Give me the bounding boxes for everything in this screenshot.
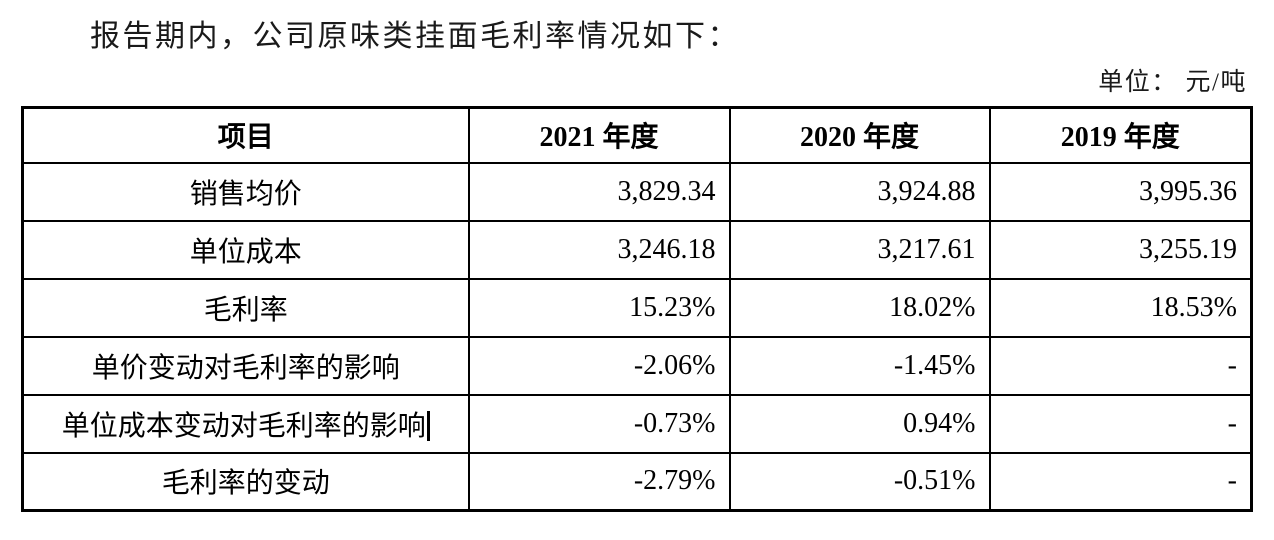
value-2019: - (988, 335, 1253, 396)
row-label: 毛利率的变动 (21, 451, 470, 512)
table-row-cost-impact: 单位成本变动对毛利率的影响 -0.73% 0.94% - (21, 393, 1253, 454)
value-2021: 3,829.34 (467, 161, 731, 222)
value-2020: 0.94% (728, 393, 991, 454)
value-2021: -2.79% (467, 451, 731, 512)
value-2021: 3,246.18 (467, 219, 731, 280)
gross-margin-table: 项目 2021 年度 2020 年度 2019 年度 销售均价 3,829.34… (21, 106, 1253, 512)
table-row-gross-margin: 毛利率 15.23% 18.02% 18.53% (21, 277, 1253, 338)
value-2019: - (988, 393, 1253, 454)
column-header-2021: 2021 年度 (467, 106, 731, 164)
row-label-text: 单位成本变动对毛利率的影响 (61, 410, 426, 442)
value-2021: -0.73% (467, 393, 731, 454)
row-label: 销售均价 (21, 161, 470, 222)
column-header-2019: 2019 年度 (988, 106, 1253, 164)
column-header-2020: 2020 年度 (728, 106, 991, 164)
table-header-row: 项目 2021 年度 2020 年度 2019 年度 (21, 106, 1253, 164)
value-2020: -1.45% (728, 335, 991, 396)
value-2019: 18.53% (988, 277, 1253, 338)
column-header-item: 项目 (21, 106, 470, 164)
value-2021: 15.23% (467, 277, 731, 338)
value-2019: - (988, 451, 1253, 512)
value-2019: 3,995.36 (988, 161, 1253, 222)
value-2020: -0.51% (728, 451, 991, 512)
value-2020: 18.02% (728, 277, 991, 338)
row-label: 单位成本 (21, 219, 470, 280)
value-2019: 3,255.19 (988, 219, 1253, 280)
value-2020: 3,217.61 (728, 219, 991, 280)
table-row-price-impact: 单价变动对毛利率的影响 -2.06% -1.45% - (21, 335, 1253, 396)
intro-paragraph: 报告期内，公司原味类挂面毛利率情况如下： (90, 20, 740, 53)
unit-label: 单位： 元/吨 (1098, 69, 1247, 96)
value-2021: -2.06% (467, 335, 731, 396)
table-row-margin-change: 毛利率的变动 -2.79% -0.51% - (21, 451, 1253, 512)
value-2020: 3,924.88 (728, 161, 991, 222)
row-label: 单价变动对毛利率的影响 (21, 335, 470, 396)
row-label: 毛利率 (21, 277, 470, 338)
text-cursor (426, 410, 430, 441)
table-row-avg-price: 销售均价 3,829.34 3,924.88 3,995.36 (21, 161, 1253, 222)
table-row-unit-cost: 单位成本 3,246.18 3,217.61 3,255.19 (21, 219, 1253, 280)
row-label: 单位成本变动对毛利率的影响 (21, 393, 470, 454)
